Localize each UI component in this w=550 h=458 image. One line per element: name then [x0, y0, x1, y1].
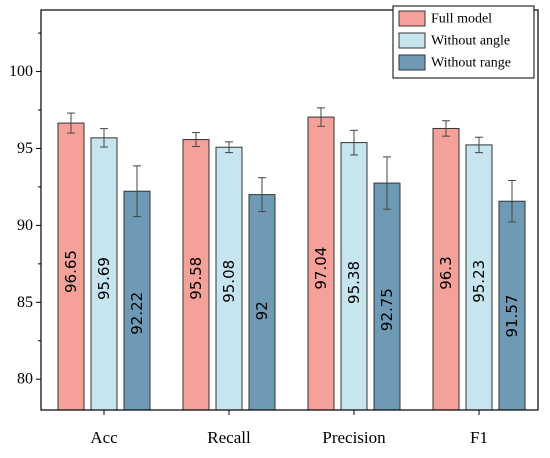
category-label: Acc — [90, 428, 118, 447]
bar-recall-series-1 — [182, 139, 210, 411]
y-tick-label: 100 — [9, 63, 33, 80]
data-labels-layer: 96.65 95.69 92.22 95.58 95.08 92 97.04 95.38 92.… — [62, 247, 521, 338]
y-tick-label: 85 — [17, 294, 33, 311]
legend-label: Without range — [431, 56, 511, 71]
data-label: 92.75 — [378, 288, 396, 331]
category-label: Recall — [207, 428, 251, 447]
error-bar — [258, 177, 266, 213]
data-label: 95.38 — [345, 261, 363, 304]
bar-f1-series-1 — [432, 127, 460, 411]
legend: Full model Without angle Without range — [392, 5, 535, 79]
y-tick-label: 95 — [17, 140, 33, 157]
data-label: 92.22 — [128, 292, 146, 335]
error-bar — [317, 107, 325, 127]
error-bar — [508, 179, 516, 223]
error-bar — [100, 128, 108, 148]
bars-layer — [57, 116, 526, 411]
bar-f1-series-2 — [465, 144, 493, 411]
legend-label: Without angle — [431, 34, 510, 49]
data-label: 96.65 — [62, 250, 80, 293]
category-label: F1 — [470, 428, 488, 447]
legend-swatch — [398, 10, 426, 27]
category-label: Precision — [322, 428, 386, 447]
data-label: 96.3 — [437, 256, 455, 289]
bar-acc-series-1 — [57, 122, 85, 411]
legend-swatch — [398, 32, 426, 49]
data-label: 95.69 — [95, 257, 113, 300]
error-bar — [475, 136, 483, 154]
error-bar — [133, 165, 141, 218]
legend-label: Full model — [431, 12, 492, 27]
error-bar — [442, 120, 450, 137]
data-label: 91.57 — [503, 295, 521, 338]
legend-swatch — [398, 54, 426, 71]
data-label: 95.08 — [220, 260, 238, 303]
data-label: 97.04 — [312, 247, 330, 290]
bar-acc-series-2 — [90, 137, 118, 411]
error-bars-layer — [67, 107, 516, 223]
error-bar — [192, 132, 200, 147]
y-axis: 80 85 90 95 100 — [9, 32, 41, 388]
data-label: 92 — [253, 301, 271, 320]
data-label: 95.58 — [187, 257, 205, 300]
x-axis: Acc Recall Precision F1 — [90, 410, 488, 447]
bar-precision-series-2 — [340, 142, 368, 411]
error-bar — [67, 112, 75, 134]
bar-recall-series-3 — [248, 194, 276, 411]
error-bar — [383, 156, 391, 210]
bar-f1-series-3 — [498, 200, 526, 411]
y-tick-label: 80 — [17, 371, 33, 388]
data-label: 95.23 — [470, 260, 488, 303]
error-bar — [225, 141, 233, 154]
error-bar — [350, 129, 358, 156]
y-tick-label: 90 — [17, 217, 33, 234]
plot-frame — [40, 9, 539, 411]
